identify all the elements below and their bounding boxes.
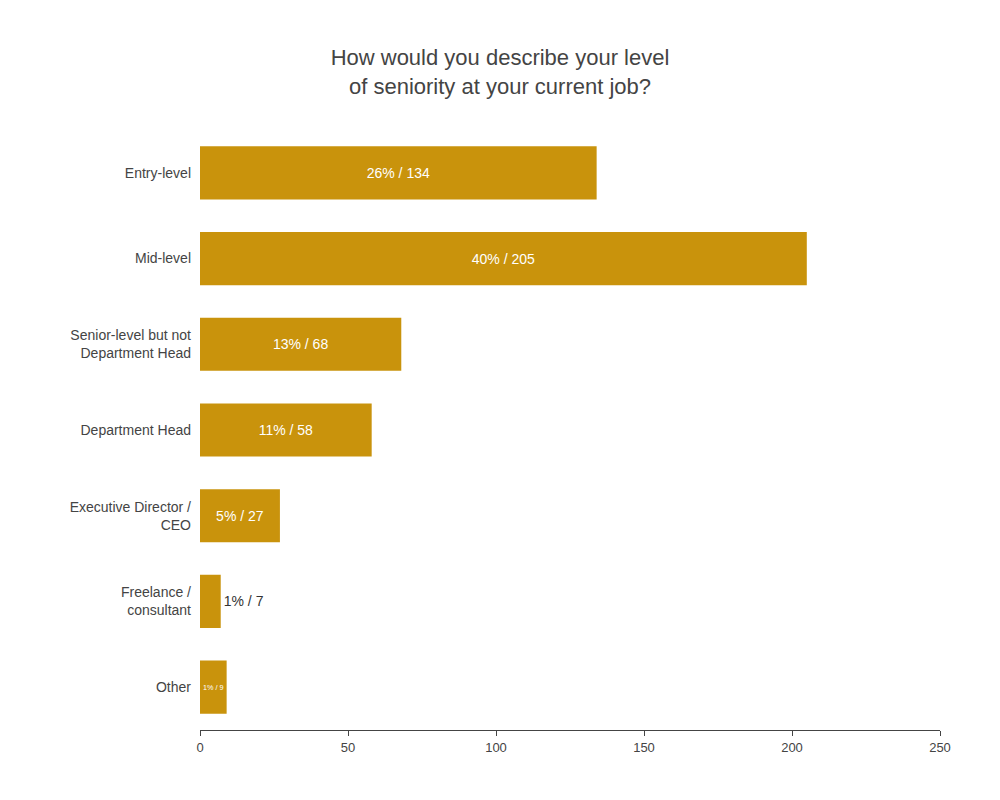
svg-text:Freelance /consultant: Freelance /consultant <box>121 584 191 618</box>
svg-text:Executive Director /CEO: Executive Director /CEO <box>70 499 191 533</box>
svg-text:1% / 9: 1% / 9 <box>203 683 224 692</box>
svg-text:0: 0 <box>196 740 203 755</box>
svg-text:Senior-level but notDepartment: Senior-level but notDepartment Head <box>70 327 191 361</box>
svg-text:100: 100 <box>485 740 507 755</box>
svg-text:250: 250 <box>929 740 951 755</box>
svg-text:Entry-level: Entry-level <box>125 165 191 181</box>
svg-text:Mid-level: Mid-level <box>135 250 191 266</box>
svg-text:How would you describe your le: How would you describe your levelof seni… <box>331 45 670 99</box>
svg-text:5% / 27: 5% / 27 <box>216 508 264 524</box>
svg-text:200: 200 <box>781 740 803 755</box>
svg-text:40% / 205: 40% / 205 <box>472 251 535 267</box>
svg-text:Department Head: Department Head <box>80 422 191 438</box>
svg-text:26% / 134: 26% / 134 <box>367 165 430 181</box>
svg-text:11% / 58: 11% / 58 <box>259 422 313 438</box>
svg-text:13% / 68: 13% / 68 <box>273 336 328 352</box>
svg-text:Other: Other <box>156 679 191 695</box>
svg-text:150: 150 <box>633 740 655 755</box>
svg-text:1% / 7: 1% / 7 <box>224 593 264 609</box>
svg-text:50: 50 <box>341 740 355 755</box>
